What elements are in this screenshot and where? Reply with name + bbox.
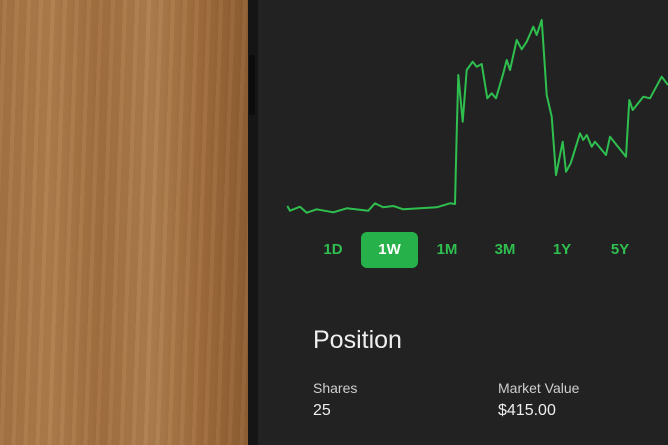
- market-value: $415.00: [498, 402, 556, 419]
- position-heading: Position: [313, 326, 402, 354]
- range-tab-5y[interactable]: 5Y: [610, 241, 630, 258]
- wooden-table-background: [0, 0, 252, 445]
- shares-label: Shares: [313, 380, 358, 396]
- price-chart: [286, 19, 668, 214]
- phone-bezel: [248, 0, 258, 445]
- range-tab-1w[interactable]: 1W: [361, 232, 418, 268]
- time-range-selector: 1D 1W 1M 3M 1Y 5Y: [0, 232, 668, 268]
- phone-screen: [258, 0, 668, 445]
- range-tab-1d[interactable]: 1D: [323, 241, 343, 258]
- range-tab-1y[interactable]: 1Y: [552, 241, 572, 258]
- shares-value: 25: [313, 402, 331, 419]
- phone-side-button: [249, 55, 255, 115]
- range-tab-3m[interactable]: 3M: [494, 241, 516, 258]
- range-tab-1m[interactable]: 1M: [436, 241, 458, 258]
- market-value-label: Market Value: [498, 380, 580, 396]
- price-line: [286, 19, 668, 214]
